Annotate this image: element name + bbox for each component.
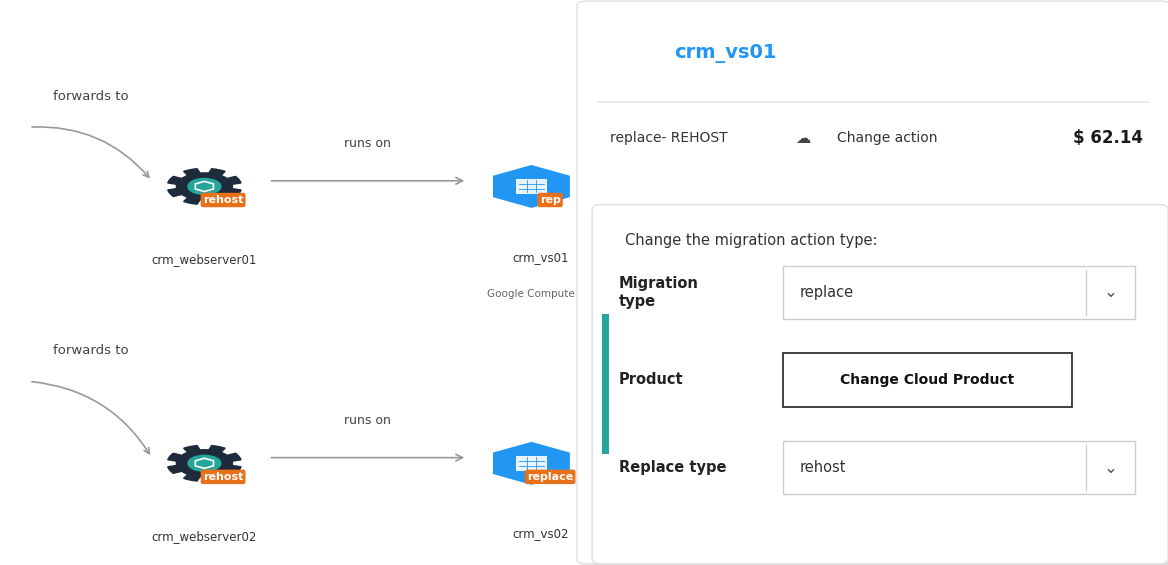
Text: Replace type: Replace type bbox=[619, 460, 726, 475]
FancyBboxPatch shape bbox=[602, 314, 609, 454]
FancyBboxPatch shape bbox=[606, 49, 655, 55]
Text: ☁: ☁ bbox=[794, 131, 811, 146]
Polygon shape bbox=[493, 442, 570, 485]
Polygon shape bbox=[606, 39, 655, 46]
FancyBboxPatch shape bbox=[825, 445, 892, 454]
FancyBboxPatch shape bbox=[825, 453, 892, 462]
Text: runs on: runs on bbox=[345, 414, 391, 427]
FancyBboxPatch shape bbox=[825, 460, 892, 470]
Text: runs on: runs on bbox=[345, 137, 391, 150]
Text: replace: replace bbox=[527, 472, 573, 482]
Text: forwards to: forwards to bbox=[53, 89, 128, 103]
Text: crm_webserver02: crm_webserver02 bbox=[152, 530, 257, 544]
FancyBboxPatch shape bbox=[783, 266, 1135, 319]
Text: rehost: rehost bbox=[203, 195, 243, 205]
Text: gbgs_2: gbgs_2 bbox=[837, 533, 880, 546]
Text: replace- REHOST: replace- REHOST bbox=[610, 132, 728, 145]
FancyBboxPatch shape bbox=[592, 205, 1168, 564]
Text: Migration
type: Migration type bbox=[619, 276, 698, 309]
Circle shape bbox=[188, 179, 221, 194]
FancyBboxPatch shape bbox=[606, 43, 655, 50]
FancyBboxPatch shape bbox=[606, 54, 655, 61]
FancyBboxPatch shape bbox=[516, 456, 547, 471]
FancyBboxPatch shape bbox=[577, 1, 1168, 564]
Circle shape bbox=[188, 455, 221, 471]
FancyBboxPatch shape bbox=[783, 441, 1135, 494]
Text: crm_vs02: crm_vs02 bbox=[513, 527, 569, 541]
Text: crm_vs01: crm_vs01 bbox=[674, 44, 777, 63]
Text: ⌄: ⌄ bbox=[1104, 459, 1118, 476]
Text: Product: Product bbox=[619, 372, 683, 388]
Text: forwards to: forwards to bbox=[53, 344, 128, 357]
Text: $ 62.14: $ 62.14 bbox=[1073, 129, 1143, 147]
Text: rep: rep bbox=[540, 195, 561, 205]
FancyBboxPatch shape bbox=[516, 179, 547, 194]
Text: remove: remove bbox=[864, 468, 911, 479]
Text: Google Compute E...: Google Compute E... bbox=[487, 289, 595, 299]
Text: crm_webserver01: crm_webserver01 bbox=[152, 253, 257, 267]
Polygon shape bbox=[168, 169, 241, 204]
FancyBboxPatch shape bbox=[597, 208, 1168, 565]
FancyBboxPatch shape bbox=[582, 5, 1168, 565]
Text: replace: replace bbox=[800, 285, 854, 300]
Polygon shape bbox=[493, 165, 570, 208]
Polygon shape bbox=[168, 446, 241, 481]
Text: rehost: rehost bbox=[800, 460, 847, 475]
FancyBboxPatch shape bbox=[783, 353, 1072, 407]
Text: crm_vs01: crm_vs01 bbox=[513, 250, 569, 264]
Text: Change action: Change action bbox=[837, 132, 938, 145]
Polygon shape bbox=[825, 439, 892, 448]
Text: rehost: rehost bbox=[203, 472, 243, 482]
Text: Change the migration action type:: Change the migration action type: bbox=[625, 233, 877, 247]
Text: ⌄: ⌄ bbox=[1104, 284, 1118, 301]
Text: runs on: runs on bbox=[677, 414, 724, 427]
Text: Change Cloud Product: Change Cloud Product bbox=[840, 373, 1014, 387]
